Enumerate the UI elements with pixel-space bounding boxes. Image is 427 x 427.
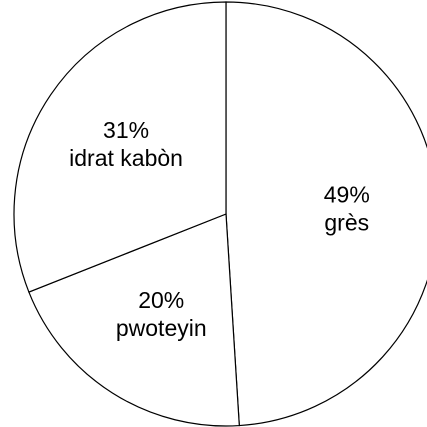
category-label: pwoteyin [116,315,207,341]
value-label: 49% [324,181,370,207]
pie-slice [13,1,227,293]
pie-slice [28,213,240,427]
value-label: 20% [138,287,184,313]
value-label: 31% [103,117,149,143]
pie-slice [225,1,427,427]
category-label: idrat kabòn [69,145,183,171]
category-label: grès [324,209,369,235]
